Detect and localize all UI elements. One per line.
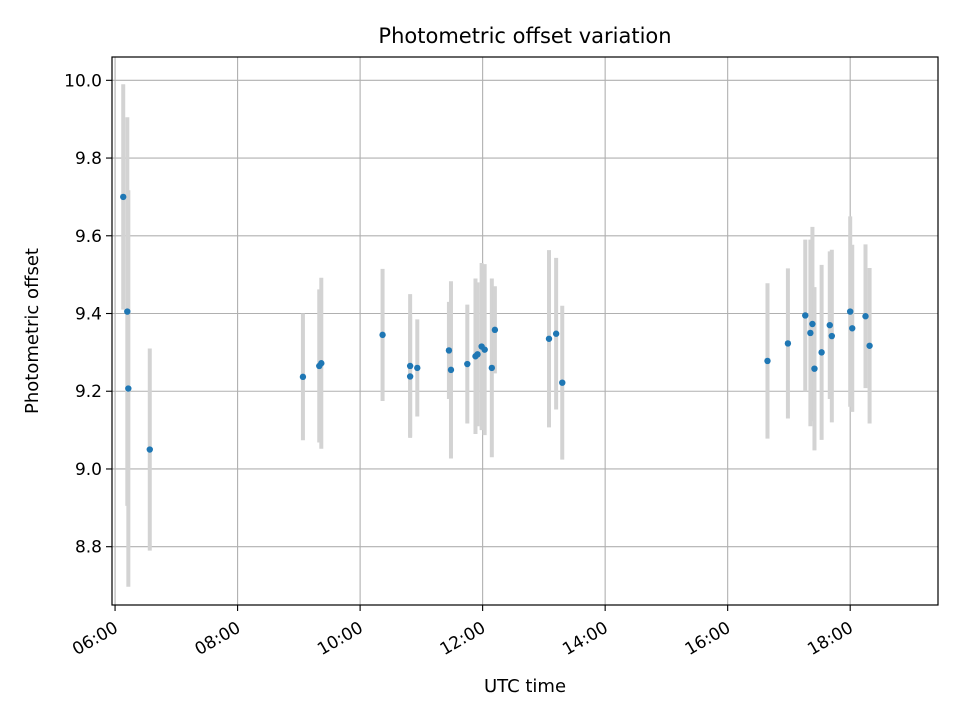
data-point bbox=[474, 351, 481, 358]
data-point bbox=[862, 313, 869, 320]
data-point bbox=[124, 308, 131, 315]
data-point bbox=[299, 373, 307, 381]
data-point bbox=[764, 357, 771, 365]
data-point bbox=[811, 365, 818, 372]
y-tick-label: 8.8 bbox=[75, 538, 102, 558]
data-point bbox=[146, 446, 153, 453]
grid bbox=[112, 57, 938, 605]
data-point bbox=[447, 366, 455, 374]
data-point bbox=[481, 346, 488, 353]
data-point bbox=[809, 320, 816, 328]
data-point bbox=[125, 385, 132, 392]
data-point bbox=[545, 335, 553, 342]
data-point bbox=[802, 312, 809, 319]
data-point bbox=[406, 362, 414, 370]
data-point bbox=[807, 329, 814, 337]
y-tick-label: 9.8 bbox=[75, 149, 102, 169]
y-tick-label: 10.0 bbox=[64, 71, 102, 91]
data-point bbox=[445, 347, 453, 354]
data-point bbox=[784, 340, 792, 347]
data-point bbox=[318, 360, 325, 367]
y-tick-label: 9.6 bbox=[75, 227, 102, 247]
data-point bbox=[414, 364, 421, 372]
chart-title: Photometric offset variation bbox=[378, 24, 671, 48]
data-point bbox=[406, 373, 414, 380]
x-axis-title: UTC time bbox=[484, 676, 566, 697]
y-tick-label: 9.4 bbox=[75, 305, 102, 325]
data-point bbox=[488, 364, 496, 372]
plot-area-frame bbox=[111, 56, 939, 606]
data-points bbox=[120, 193, 873, 453]
data-point bbox=[849, 325, 856, 332]
data-point bbox=[818, 349, 825, 356]
data-point bbox=[379, 331, 386, 339]
data-point bbox=[846, 308, 854, 315]
y-tick-label: 9.0 bbox=[75, 460, 102, 480]
data-point bbox=[464, 360, 471, 368]
data-point bbox=[828, 332, 836, 340]
data-point bbox=[866, 342, 873, 349]
y-axis-ticks: 8.8 9.0 9.2 9.4 9.6 9.8 10.0 bbox=[64, 71, 112, 558]
data-point bbox=[552, 330, 560, 337]
data-point bbox=[120, 193, 127, 201]
y-axis-title: Photometric offset bbox=[22, 248, 43, 414]
data-point bbox=[559, 379, 566, 386]
data-point bbox=[491, 326, 499, 334]
data-point bbox=[826, 321, 833, 329]
y-tick-label: 9.2 bbox=[75, 382, 102, 402]
